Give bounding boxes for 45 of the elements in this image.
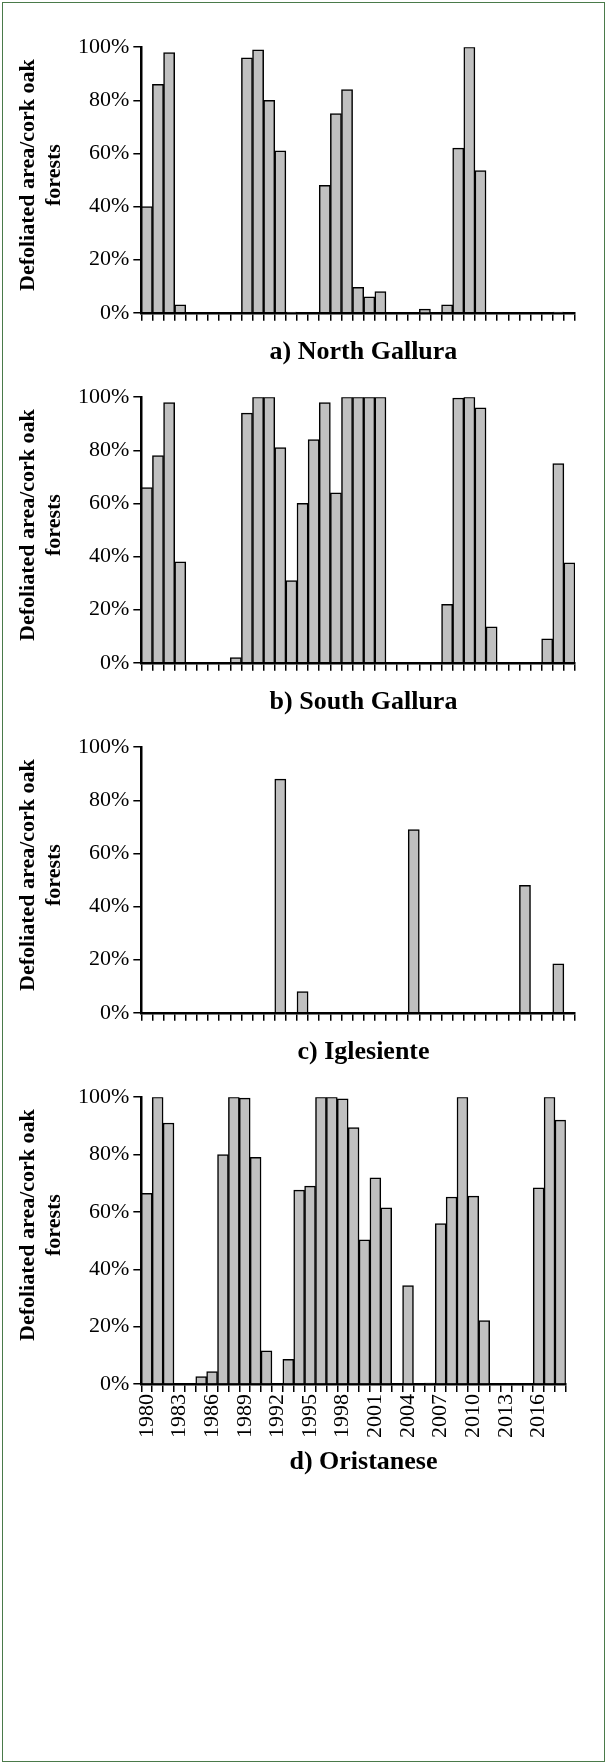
y-tick-label: 20% [89,1312,130,1338]
text: c) Iglesiente [296,1036,431,1066]
text: d) Oristanese [288,1446,439,1476]
x-tick-label: 1983 [165,1394,191,1438]
y-tick-label: 100% [78,1082,130,1108]
y-tick-label: 0% [100,648,130,674]
y-tick-label: 60% [89,839,130,865]
y-tick-label: 20% [89,595,130,621]
y-tick-label: 100% [78,382,130,408]
y-tick-label: 60% [89,1197,130,1223]
y-tick-label: 100% [78,732,130,758]
text: b) South Gallura [268,686,459,716]
y-tick-label: 20% [89,945,130,971]
text: a) North Gallura [268,336,459,366]
x-tick-label: 1995 [295,1394,321,1438]
x-tick-label: 1992 [263,1394,289,1438]
x-tick-label: 2013 [491,1394,517,1438]
x-tick-label: 2001 [361,1394,387,1438]
x-tick-label: 1989 [230,1394,256,1438]
y-tick-label: 80% [89,86,130,112]
y-tick-label: 40% [89,542,130,568]
y-tick-label: 0% [100,298,130,324]
y-axis-title: Defoliated area/cork oak forests [14,408,66,643]
y-axis-title: Defoliated area/cork oak forests [14,1108,66,1343]
x-tick-label: 1998 [328,1394,354,1438]
x-tick-label: 1986 [197,1394,223,1438]
y-tick-label: 0% [100,1369,130,1395]
y-tick-label: 80% [89,436,130,462]
y-axis-title: Defoliated area/cork oak forests [14,758,66,993]
y-tick-label: 60% [89,139,130,165]
y-tick-label: 40% [89,1255,130,1281]
y-tick-label: 80% [89,1140,130,1166]
y-tick-label: 40% [89,192,130,218]
x-tick-label: 2010 [459,1394,485,1438]
y-tick-label: 0% [100,998,130,1024]
y-tick-label: 40% [89,892,130,918]
y-axis-title: Defoliated area/cork oak forests [14,58,66,293]
y-tick-label: 80% [89,786,130,812]
y-tick-label: 100% [78,32,130,58]
x-tick-label: 2007 [426,1394,452,1438]
x-tick-label: 2016 [524,1394,550,1438]
x-tick-label: 1980 [132,1394,158,1438]
y-tick-label: 20% [89,245,130,271]
x-tick-label: 2004 [393,1394,419,1438]
y-tick-label: 60% [89,489,130,515]
